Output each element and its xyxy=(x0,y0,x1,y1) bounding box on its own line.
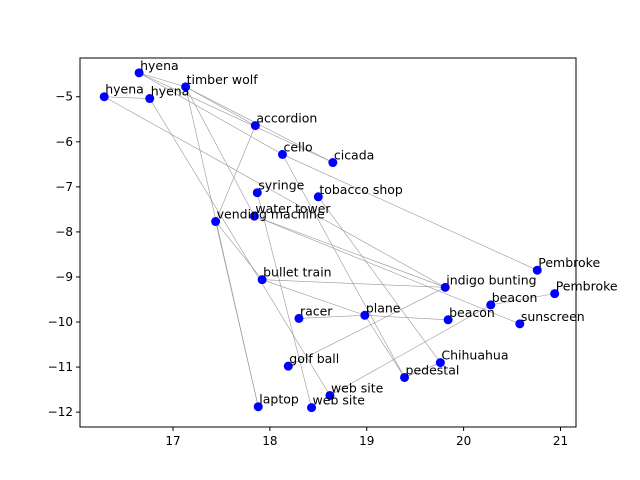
data-point xyxy=(253,402,263,412)
edge-line xyxy=(490,293,555,306)
data-point xyxy=(277,149,287,159)
edge-line xyxy=(282,154,538,271)
edge-line xyxy=(215,125,256,222)
point-label: Chihuahua xyxy=(441,348,508,363)
x-tick-label: 17 xyxy=(165,434,180,448)
edge-line xyxy=(138,72,333,163)
edge-line xyxy=(139,72,186,88)
data-point xyxy=(435,358,445,368)
point-label: tobacco shop xyxy=(319,182,403,197)
point-label: laptop xyxy=(259,392,299,407)
point-label: sunscreen xyxy=(521,309,585,324)
point-label: pedestal xyxy=(406,362,460,377)
edge-line xyxy=(149,98,331,396)
edge-line xyxy=(256,192,312,408)
edge-line xyxy=(104,96,150,99)
point-label: bullet train xyxy=(263,265,331,280)
y-tick-label: −12 xyxy=(48,405,73,419)
edge-line xyxy=(262,279,365,316)
edge-line xyxy=(329,304,491,396)
point-label: cicada xyxy=(334,148,374,163)
point-label: hyena xyxy=(105,82,144,97)
y-tick-label: −7 xyxy=(55,180,73,194)
data-point xyxy=(325,390,335,400)
edge-line xyxy=(262,279,446,288)
edge-line xyxy=(104,96,446,288)
point-label: water tower xyxy=(255,201,331,216)
point-label: hyena xyxy=(151,84,190,99)
edge-line xyxy=(318,196,441,363)
x-tick-label: 19 xyxy=(359,434,374,448)
data-point xyxy=(283,361,293,371)
point-label: plane xyxy=(366,300,401,315)
edge-line xyxy=(215,221,259,407)
y-tick-label: −5 xyxy=(55,90,73,104)
edge-line xyxy=(138,72,283,155)
data-point xyxy=(99,92,109,102)
edge-line xyxy=(364,315,405,378)
y-tick-label: −9 xyxy=(55,270,73,284)
data-point xyxy=(400,372,410,382)
data-point xyxy=(257,275,267,285)
y-tick-label: −6 xyxy=(55,135,73,149)
edge-line xyxy=(298,314,365,319)
y-tick-label: −8 xyxy=(55,225,73,239)
edge-line xyxy=(288,287,446,367)
data-point xyxy=(252,188,262,198)
data-point xyxy=(250,121,260,131)
point-label: timber wolf xyxy=(187,72,259,87)
data-point xyxy=(313,192,323,202)
data-point xyxy=(145,94,155,104)
point-label: web site xyxy=(313,393,366,408)
x-tick-label: 21 xyxy=(553,434,568,448)
data-point xyxy=(486,300,496,310)
data-point xyxy=(211,217,221,227)
edge-line xyxy=(364,314,449,321)
y-tick-label: −10 xyxy=(48,315,73,329)
data-point xyxy=(440,282,450,292)
data-point xyxy=(550,289,560,299)
edge-line xyxy=(185,86,256,126)
edge-line xyxy=(404,362,441,378)
point-label: beacon xyxy=(492,290,538,305)
point-label: beacon xyxy=(449,305,495,320)
edge-line xyxy=(215,221,263,280)
data-point xyxy=(181,82,191,92)
point-label: indigo bunting xyxy=(446,272,536,287)
data-point xyxy=(360,310,370,320)
data-point xyxy=(515,319,525,329)
edge-line xyxy=(185,86,255,217)
data-point xyxy=(294,313,304,323)
data-point xyxy=(134,68,144,78)
point-label: cello xyxy=(283,139,312,154)
edge-line xyxy=(282,154,405,378)
point-label: hyena xyxy=(140,58,179,73)
y-axis: −12 −11 −10 −9 −8 −7 −6 −5 xyxy=(48,90,80,419)
edges-layer xyxy=(104,72,555,408)
data-point xyxy=(307,403,317,413)
x-tick-label: 18 xyxy=(262,434,277,448)
edge-line xyxy=(254,215,520,325)
y-tick-label: −11 xyxy=(48,360,73,374)
point-label: Pembroke xyxy=(556,279,618,294)
point-label: syringe xyxy=(258,178,304,193)
x-tick-label: 20 xyxy=(456,434,471,448)
point-label: web site xyxy=(331,380,384,395)
points-layer xyxy=(99,68,560,413)
point-label: accordion xyxy=(256,111,317,126)
edge-line xyxy=(254,215,446,288)
x-axis: 17 18 19 20 21 xyxy=(165,427,568,448)
point-label: Pembroke xyxy=(538,255,600,270)
point-label: golf ball xyxy=(289,351,339,366)
data-point xyxy=(328,158,338,168)
data-point xyxy=(249,211,259,221)
data-point xyxy=(443,315,453,325)
point-label: vending machine xyxy=(217,207,325,222)
data-point xyxy=(532,265,542,275)
point-label: racer xyxy=(300,303,333,318)
plot-frame xyxy=(79,57,577,428)
